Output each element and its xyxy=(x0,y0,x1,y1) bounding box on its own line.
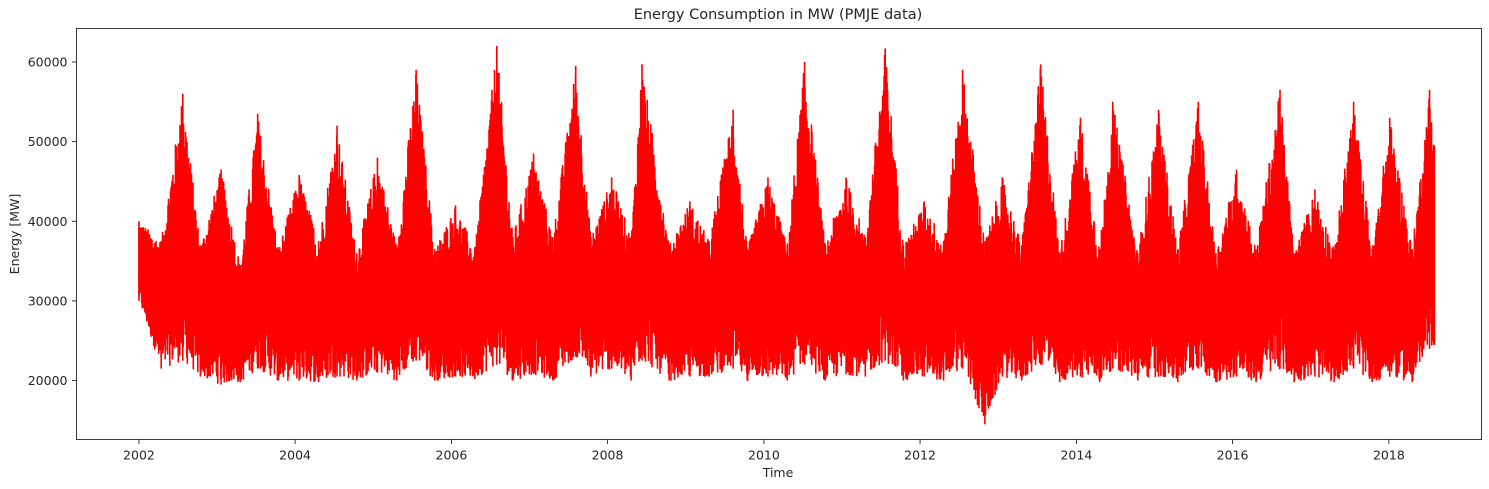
y-tick-label: 30000 xyxy=(28,293,68,308)
x-axis-label: Time xyxy=(762,465,794,480)
y-tick-label: 60000 xyxy=(28,54,68,69)
x-tick-label: 2006 xyxy=(436,448,468,463)
y-tick-label: 40000 xyxy=(28,214,68,229)
x-tick-label: 2004 xyxy=(279,448,311,463)
y-axis: 20000 30000 40000 50000 60000 xyxy=(28,54,77,388)
x-axis: 2002 2004 2006 2008 2010 2012 2014 2016 2018 xyxy=(123,439,1405,463)
x-tick-label: 2012 xyxy=(904,448,936,463)
y-tick-label: 50000 xyxy=(28,134,68,149)
chart-title: Energy Consumption in MW (PMJE data) xyxy=(634,7,923,23)
y-axis-label: Energy [MW] xyxy=(7,194,22,275)
x-tick-label: 2002 xyxy=(123,448,155,463)
x-tick-label: 2010 xyxy=(748,448,780,463)
x-tick-label: 2014 xyxy=(1060,448,1092,463)
x-tick-label: 2008 xyxy=(592,448,624,463)
x-tick-label: 2018 xyxy=(1373,448,1405,463)
x-tick-label: 2016 xyxy=(1217,448,1249,463)
y-tick-label: 20000 xyxy=(28,373,68,388)
plot-frame xyxy=(76,28,1482,440)
plot-area xyxy=(138,46,1436,425)
